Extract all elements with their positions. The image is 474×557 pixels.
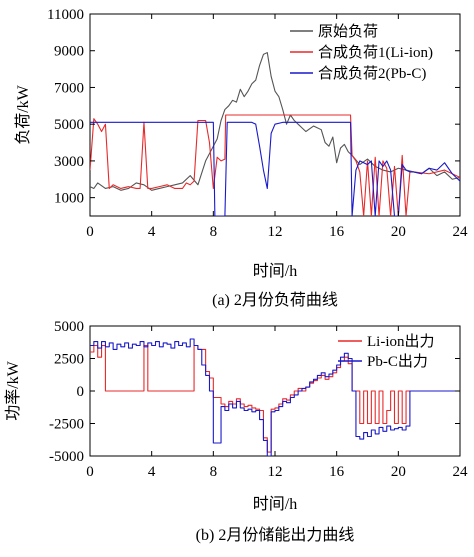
legend-label: 合成负荷1(Li-ion) [318, 44, 433, 61]
y-tick-label: 1000 [54, 191, 84, 207]
y-tick-label: 5000 [54, 117, 84, 133]
y-tick-label: 0 [77, 384, 85, 400]
x-tick-label: 0 [86, 464, 94, 480]
x-axis-label: 时间/h [253, 262, 297, 280]
x-tick-label: 24 [453, 464, 469, 480]
storage-output-chart-panel: 0 4 8 12 16 20 24 -5000 -2500 0 2500 5000 功率/kW 时间/… [4, 319, 468, 544]
x-tick-label: 12 [268, 464, 283, 480]
plot-area [90, 338, 460, 456]
x-tick-label: 12 [268, 224, 283, 240]
legend-label: 合成负荷2(Pb-C) [318, 65, 426, 82]
x-tick-label: 8 [210, 464, 218, 480]
y-tick-label: -2500 [49, 417, 84, 433]
plot-area [90, 52, 460, 216]
legend-label: Pb-C出力 [367, 353, 428, 370]
y-tick-label: 11000 [47, 7, 84, 23]
y-tick-label: 7000 [54, 80, 84, 96]
y-tick-label: 3000 [54, 154, 84, 170]
x-tick-label: 0 [86, 224, 94, 240]
y-tick-label: -5000 [49, 449, 84, 465]
y-axis-label: 负荷/kW [14, 84, 32, 144]
x-tick-label: 8 [210, 224, 218, 240]
series-line-1 [90, 52, 460, 191]
y-axis-label: 功率/kW [4, 360, 22, 420]
axes: 0 4 8 12 16 20 24 -5000 -2500 0 2500 5000 [49, 319, 468, 480]
x-tick-label: 16 [329, 464, 345, 480]
x-tick-label: 4 [148, 464, 156, 480]
series-line-2 [90, 338, 460, 456]
y-tick-label: 5000 [54, 319, 84, 335]
x-tick-label: 24 [453, 224, 469, 240]
x-tick-label: 16 [329, 224, 345, 240]
series-line-2 [90, 114, 460, 216]
x-axis-label: 时间/h [253, 495, 297, 513]
axes: 0 4 8 12 16 20 24 1000 3000 5000 7000 9000 11000 [47, 7, 468, 240]
chart-caption: (b) 2月份储能出力曲线 [196, 526, 355, 544]
load-chart-panel: 0 4 8 12 16 20 24 1000 3000 5000 7000 9000 11000 负荷/… [14, 7, 468, 309]
legend-label: Li-ion出力 [367, 333, 435, 350]
chart-caption: (a) 2月份负荷曲线 [212, 291, 338, 309]
x-tick-label: 4 [148, 224, 156, 240]
x-tick-label: 20 [391, 464, 406, 480]
y-tick-label: 2500 [54, 352, 84, 368]
y-tick-label: 9000 [54, 44, 84, 60]
x-tick-label: 20 [391, 224, 406, 240]
legend: Li-ion出力 Pb-C出力 [338, 333, 435, 370]
series-line-3 [90, 121, 460, 216]
legend-label: 原始负荷 [318, 23, 378, 40]
